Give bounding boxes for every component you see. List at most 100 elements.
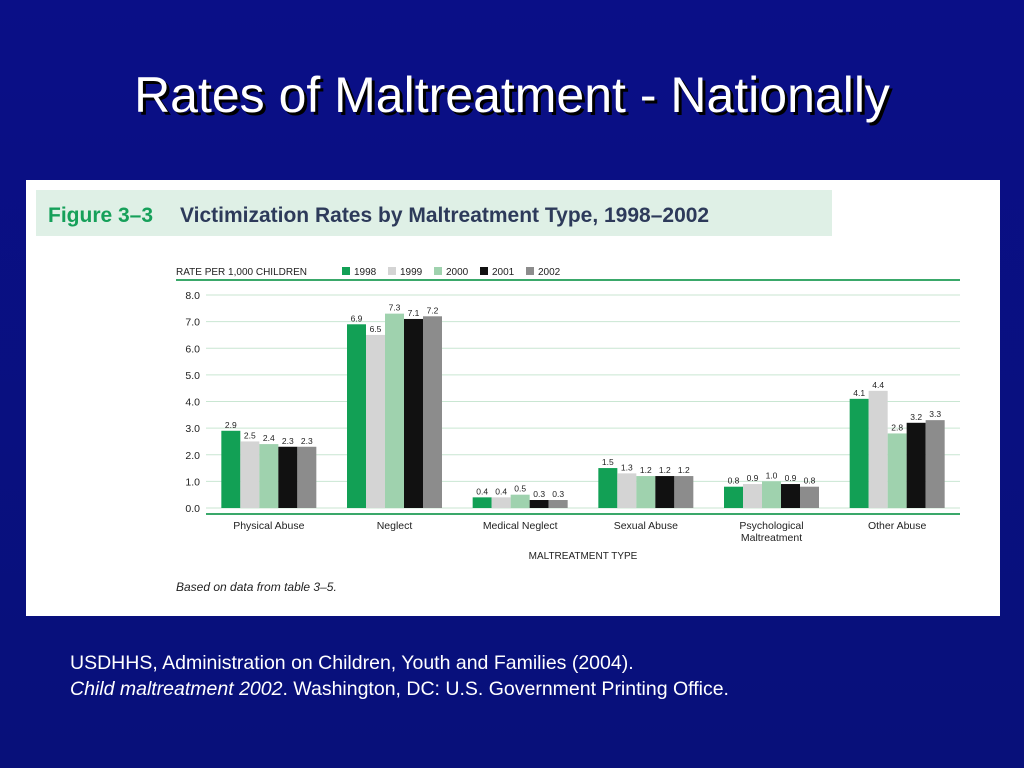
y-tick-label: 6.0: [185, 343, 200, 355]
bar: [674, 476, 694, 508]
x-tick-label: Medical Neglect: [483, 520, 558, 532]
bar: [868, 390, 888, 508]
figure-number: Figure 3–3: [48, 204, 154, 227]
bar: [472, 497, 492, 508]
slide-title: Rates of Maltreatment - Nationally: [134, 67, 890, 123]
figure-header: Figure 3–3 Victimization Rates by Maltre…: [36, 190, 832, 236]
legend-swatch-2002: [526, 267, 534, 275]
bar-chart: RATE PER 1,000 CHILDREN 1998 1999 2000 2001 2…: [176, 267, 960, 594]
x-tick-label: Physical Abuse: [233, 520, 304, 532]
legend-swatch-2001: [480, 267, 488, 275]
bar: [529, 500, 549, 508]
source-note: Based on data from table 3–5.: [176, 580, 337, 594]
legend-swatch-1999: [388, 267, 396, 275]
data-label: 0.3: [533, 489, 545, 499]
legend-swatch-1998: [342, 267, 350, 275]
bar: [491, 497, 511, 508]
data-label: 7.1: [408, 308, 420, 318]
y-tick-label: 3.0: [185, 423, 200, 435]
legend-label-2002: 2002: [538, 267, 561, 278]
x-tick-label: Neglect: [377, 520, 413, 532]
y-tick-label: 8.0: [185, 290, 200, 302]
data-label: 4.1: [853, 388, 865, 398]
bar: [259, 444, 279, 508]
data-label: 0.5: [514, 484, 526, 494]
data-label: 1.3: [621, 462, 633, 472]
bar: [221, 430, 241, 508]
bar: [240, 441, 260, 508]
bar: [404, 318, 423, 508]
y-tick-label: 5.0: [185, 370, 200, 382]
citation-publisher: . Washington, DC: U.S. Government Printi…: [282, 678, 729, 700]
data-label: 7.2: [427, 305, 439, 315]
legend-label-1999: 1999: [400, 267, 423, 278]
data-label: 0.4: [476, 486, 488, 496]
bar: [278, 446, 298, 508]
data-label: 1.2: [659, 465, 671, 475]
legend-swatch-2000: [434, 267, 442, 275]
data-label: 2.5: [244, 430, 256, 440]
legend-label-2000: 2000: [446, 267, 469, 278]
y-tick-label: 7.0: [185, 317, 200, 329]
bar: [548, 500, 568, 508]
data-label: 2.9: [225, 420, 237, 430]
data-label: 1.0: [766, 470, 778, 480]
citation-publication-title: Child maltreatment 2002: [70, 678, 283, 700]
y-tick-label: 2.0: [185, 450, 200, 462]
legend-label-2001: 2001: [492, 267, 515, 278]
data-label: 0.4: [495, 486, 507, 496]
data-label: 3.2: [910, 412, 922, 422]
bar: [887, 433, 907, 508]
bar: [743, 484, 762, 508]
bar: [366, 334, 385, 508]
bar: [617, 473, 637, 508]
data-label: 3.3: [929, 409, 941, 419]
bar: [655, 476, 675, 508]
bar: [762, 481, 781, 508]
data-label: 0.3: [552, 489, 564, 499]
x-tick-label: Sexual Abuse: [614, 520, 678, 532]
bar: [925, 420, 945, 508]
bar: [800, 486, 819, 508]
figure-panel: Figure 3–3 Victimization Rates by Maltre…: [26, 180, 1000, 616]
citation-line-1: USDHHS, Administration on Children, Yout…: [70, 652, 634, 674]
x-axis-label: MALTREATMENT TYPE: [529, 551, 638, 562]
data-label: 1.5: [602, 457, 614, 467]
y-axis-label: RATE PER 1,000 CHILDREN: [176, 267, 307, 278]
data-label: 2.3: [301, 436, 313, 446]
data-label: 6.5: [370, 324, 382, 334]
bar: [906, 422, 926, 508]
x-tick-label: Other Abuse: [868, 520, 927, 532]
data-label: 4.4: [872, 380, 884, 390]
legend-label-1998: 1998: [354, 267, 377, 278]
bar: [510, 494, 530, 508]
bar: [598, 468, 618, 508]
data-label: 2.4: [263, 433, 275, 443]
bar: [347, 324, 366, 508]
data-label: 0.8: [728, 476, 740, 486]
bar: [297, 446, 317, 508]
data-label: 0.9: [747, 473, 759, 483]
data-label: 0.9: [785, 473, 797, 483]
data-label: 2.3: [282, 436, 294, 446]
y-tick-label: 1.0: [185, 476, 200, 488]
x-tick-label: Psychological: [739, 520, 803, 532]
data-label: 7.3: [389, 303, 401, 313]
bar: [724, 486, 743, 508]
y-tick-label: 4.0: [185, 397, 200, 409]
data-label: 1.2: [678, 465, 690, 475]
bar: [385, 313, 404, 508]
x-tick-label: Maltreatment: [741, 532, 802, 544]
bar: [423, 316, 442, 508]
citation-line-2: Child maltreatment 2002. Washington, DC:…: [70, 676, 1000, 702]
data-label: 0.8: [804, 476, 816, 486]
data-label: 6.9: [351, 313, 363, 323]
bar: [849, 398, 869, 508]
y-tick-label: 0.0: [185, 503, 200, 515]
citation: USDHHS, Administration on Children, Yout…: [70, 650, 1000, 702]
data-label: 2.8: [891, 422, 903, 432]
bar: [636, 476, 656, 508]
figure-body: RATE PER 1,000 CHILDREN 1998 1999 2000 2001 2…: [36, 236, 990, 606]
bar: [781, 484, 800, 508]
figure-title: Victimization Rates by Maltreatment Type…: [180, 204, 710, 227]
